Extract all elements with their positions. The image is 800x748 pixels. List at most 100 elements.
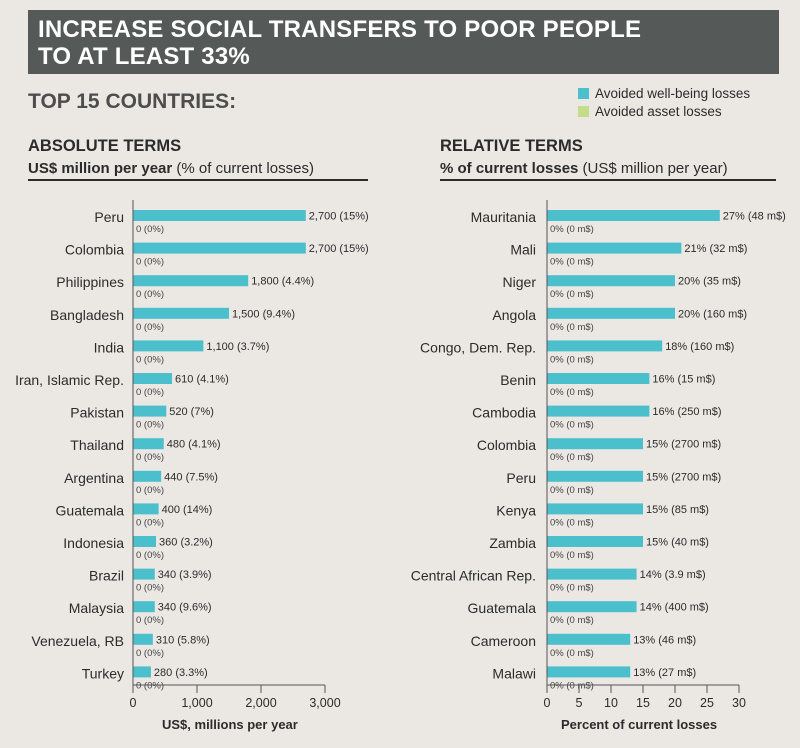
left-category-label: Turkey <box>82 665 124 681</box>
right-data-label-wellbeing: 15% (2700 m$) <box>646 471 721 483</box>
right-bar-wellbeing <box>547 536 643 547</box>
left-data-label-asset: 0 (0%) <box>136 420 164 431</box>
left-data-label-wellbeing: 360 (3.2%) <box>159 537 213 549</box>
left-panel-title: ABSOLUTE TERMS <box>28 137 182 155</box>
left-bar-wellbeing <box>133 275 249 287</box>
right-data-label-asset: 0% (0 m$) <box>550 224 594 235</box>
right-data-label-wellbeing: 15% (40 m$) <box>646 537 709 549</box>
legend-item-asset: Avoided asset losses <box>578 102 750 120</box>
left-category-label: Brazil <box>89 568 124 584</box>
left-data-label-asset: 0 (0%) <box>136 322 164 333</box>
right-category-label: Niger <box>503 274 537 290</box>
left-data-label-asset: 0 (0%) <box>136 550 164 561</box>
right-data-label-asset: 0% (0 m$) <box>550 550 594 561</box>
right-bar-wellbeing <box>547 275 675 287</box>
left-data-label-asset: 0 (0%) <box>136 615 164 626</box>
right-category-label: Malawi <box>492 665 536 681</box>
right-category-label: Colombia <box>477 437 536 453</box>
left-data-label-wellbeing: 440 (7.5%) <box>164 471 218 483</box>
right-data-label-asset: 0% (0 m$) <box>550 517 594 528</box>
legend: Avoided well-being losses Avoided asset … <box>578 84 750 120</box>
left-bar-wellbeing <box>133 666 151 678</box>
left-data-label-asset: 0 (0%) <box>136 224 164 235</box>
legend-swatch-asset <box>578 105 589 117</box>
left-bar-wellbeing <box>133 568 155 580</box>
left-bar-wellbeing <box>133 601 155 613</box>
left-data-label-asset: 0 (0%) <box>136 583 164 594</box>
right-bar-wellbeing <box>547 666 631 678</box>
left-data-label-wellbeing: 520 (7%) <box>169 406 214 418</box>
left-data-label-asset: 0 (0%) <box>136 257 164 268</box>
right-bar-wellbeing <box>547 210 720 221</box>
left-data-label-asset: 0 (0%) <box>136 485 164 496</box>
right-data-label-wellbeing: 13% (46 m$) <box>633 634 696 646</box>
left-bar-wellbeing <box>133 536 157 547</box>
left-category-label: Indonesia <box>63 535 124 551</box>
right-x-tick-label: 25 <box>700 696 714 710</box>
left-data-label-asset: 0 (0%) <box>136 289 164 300</box>
right-units-bold: % of current losses <box>440 160 579 177</box>
left-x-tick-label: 3,000 <box>309 696 340 710</box>
left-bar-wellbeing <box>133 242 306 254</box>
left-x-tick-label: 1,000 <box>181 696 212 710</box>
right-bar-wellbeing <box>547 242 682 254</box>
legend-label-asset: Avoided asset losses <box>595 103 722 119</box>
left-category-label: India <box>94 339 125 355</box>
right-data-label-wellbeing: 18% (160 m$) <box>665 341 734 353</box>
right-data-label-asset: 0% (0 m$) <box>550 420 594 431</box>
right-category-label: Mali <box>510 242 536 258</box>
right-panel-title: RELATIVE TERMS <box>440 137 583 155</box>
left-category-label: Iran, Islamic Rep. <box>15 372 124 388</box>
right-data-label-asset: 0% (0 m$) <box>550 680 594 691</box>
right-category-label: Guatemala <box>468 600 537 616</box>
left-bar-wellbeing <box>133 470 162 482</box>
right-data-label-wellbeing: 16% (250 m$) <box>652 406 721 418</box>
right-units-rest: (US$ million per year) <box>578 160 728 177</box>
right-data-label-wellbeing: 20% (35 m$) <box>678 276 741 288</box>
left-bar-wellbeing <box>133 373 173 384</box>
right-category-label: Kenya <box>496 502 536 518</box>
right-bar-wellbeing <box>547 503 643 515</box>
left-data-label-wellbeing: 340 (9.6%) <box>158 602 212 614</box>
right-category-label: Cameroon <box>471 633 536 649</box>
right-data-label-asset: 0% (0 m$) <box>550 289 594 300</box>
left-x-tick-label: 2,000 <box>245 696 276 710</box>
left-category-label: Philippines <box>56 274 124 290</box>
left-data-label-wellbeing: 480 (4.1%) <box>167 439 221 451</box>
left-data-label-wellbeing: 400 (14%) <box>162 504 213 516</box>
left-data-label-wellbeing: 2,700 (15%) <box>309 211 369 223</box>
right-category-label: Central African Rep. <box>411 568 536 584</box>
left-category-label: Venezuela, RB <box>31 633 124 649</box>
left-data-label-asset: 0 (0%) <box>136 648 164 659</box>
right-category-label: Zambia <box>489 535 536 551</box>
right-category-label: Congo, Dem. Rep. <box>420 339 536 355</box>
left-data-label-wellbeing: 1,800 (4.4%) <box>251 276 314 288</box>
left-bar-wellbeing <box>133 340 204 352</box>
left-x-tick-label: 0 <box>130 696 137 710</box>
left-category-label: Argentina <box>64 470 124 486</box>
left-category-label: Bangladesh <box>50 307 124 323</box>
left-data-label-wellbeing: 340 (3.9%) <box>158 569 212 581</box>
left-data-label-asset: 0 (0%) <box>136 517 164 528</box>
legend-swatch-wellbeing <box>578 87 589 99</box>
left-bar-wellbeing <box>133 405 167 417</box>
right-x-axis-label: Percent of current losses <box>561 717 718 732</box>
right-x-tick-label: 5 <box>576 696 583 710</box>
right-data-label-asset: 0% (0 m$) <box>550 257 594 268</box>
right-bar-wellbeing <box>547 405 650 417</box>
left-category-label: Colombia <box>65 242 124 258</box>
left-category-label: Malaysia <box>69 600 124 616</box>
left-data-label-wellbeing: 610 (4.1%) <box>175 374 229 386</box>
right-data-label-asset: 0% (0 m$) <box>550 583 594 594</box>
left-data-label-wellbeing: 310 (5.8%) <box>156 634 210 646</box>
right-bar-wellbeing <box>547 601 637 613</box>
right-data-label-wellbeing: 27% (48 m$) <box>723 211 786 223</box>
right-data-label-wellbeing: 15% (85 m$) <box>646 504 709 516</box>
right-data-label-asset: 0% (0 m$) <box>550 322 594 333</box>
right-data-label-asset: 0% (0 m$) <box>550 387 594 398</box>
right-data-label-wellbeing: 21% (32 m$) <box>684 243 747 255</box>
right-data-label-asset: 0% (0 m$) <box>550 615 594 626</box>
right-category-label: Angola <box>492 307 536 323</box>
right-bar-wellbeing <box>547 373 650 384</box>
